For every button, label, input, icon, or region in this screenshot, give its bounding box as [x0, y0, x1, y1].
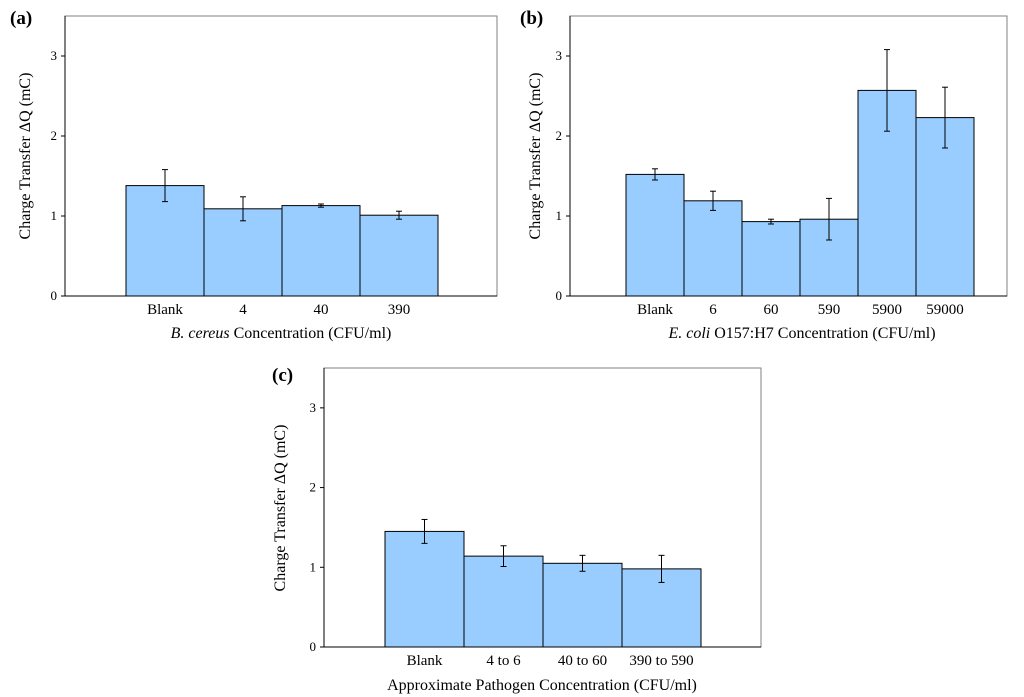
x-tick-label: 590 [818, 302, 841, 318]
panel-label: (b) [520, 8, 543, 29]
y-tick-label: 3 [556, 48, 563, 63]
x-axis-title: E. coli O157:H7 Concentration (CFU/ml) [667, 325, 935, 342]
chart-panel-3: (c) 0 1 2 3 Blank 4 to 6 40 to 60 390 to 590 Appr… [272, 365, 762, 694]
y-tick-label: 0 [51, 288, 58, 303]
bar-4-to-6 [463, 555, 544, 648]
x-tick-label: 40 [314, 302, 329, 318]
y-tick-label: 2 [51, 128, 58, 143]
panel-label: (c) [272, 365, 293, 386]
bar-40-to-60 [542, 562, 623, 648]
y-tick-label: 0 [556, 288, 563, 303]
panel-label: (a) [10, 8, 32, 29]
x-axis-title: B. cereus Concentration (CFU/ml) [171, 325, 392, 342]
y-tick-label: 1 [51, 208, 58, 223]
y-axis-title: Charge Transfer ΔQ (mC) [17, 73, 34, 240]
x-axis-title-text: Concentration (CFU/ml) [230, 325, 392, 342]
x-tick-label: 390 to 590 [629, 653, 693, 669]
bar-60 [741, 221, 801, 297]
x-tick-label: 390 [388, 302, 411, 318]
y-tick-label: 2 [556, 128, 563, 143]
x-tick-label: 5900 [872, 302, 902, 318]
x-axis-title-text: Approximate Pathogen Concentration (CFU/… [387, 677, 697, 694]
x-tick-label: 4 [239, 302, 247, 318]
bar-blank [125, 185, 205, 297]
x-axis-title: Approximate Pathogen Concentration (CFU/… [387, 677, 697, 694]
y-axis-title: Charge Transfer ΔQ (mC) [527, 73, 544, 240]
x-axis-title-italic: E. coli [667, 325, 710, 342]
x-axis-title-text: O157:H7 Concentration (CFU/ml) [710, 325, 935, 342]
y-tick-label: 3 [310, 400, 317, 415]
x-tick-label: Blank [407, 653, 443, 669]
x-tick-label: Blank [147, 302, 183, 318]
x-tick-label: Blank [637, 302, 673, 318]
y-tick-label: 1 [556, 208, 563, 223]
y-axis-title: Charge Transfer ΔQ (mC) [272, 425, 289, 592]
x-axis-title-italic: B. cereus [171, 325, 230, 342]
bar-blank [384, 530, 465, 648]
bar-40 [281, 205, 361, 297]
chart-panel-2: (b) 0 1 2 3 Blank 6 60 590 5900 59000 E. coli O157:… [520, 8, 1008, 342]
bar-6 [683, 200, 743, 297]
bar-390 [359, 214, 439, 297]
x-tick-label: 60 [764, 302, 779, 318]
x-tick-label: 40 to 60 [558, 653, 607, 669]
y-tick-label: 1 [310, 559, 317, 574]
x-tick-label: 6 [709, 302, 717, 318]
x-tick-label: 59000 [926, 302, 964, 318]
chart-panel-1: (a) 0 1 2 3 Blank 4 40 390 B. cereus Concentratio… [10, 8, 498, 342]
y-tick-label: 3 [51, 48, 58, 63]
y-tick-label: 2 [310, 480, 317, 495]
y-tick-label: 0 [310, 639, 317, 654]
bar-4 [203, 208, 283, 297]
x-tick-label: 4 to 6 [486, 653, 521, 669]
bar-blank [625, 173, 685, 297]
